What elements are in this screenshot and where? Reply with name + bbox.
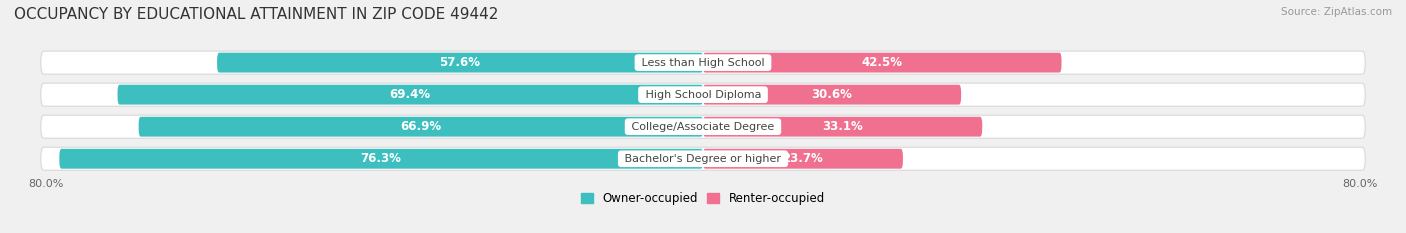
Text: 30.6%: 30.6% bbox=[811, 88, 852, 101]
Text: College/Associate Degree: College/Associate Degree bbox=[628, 122, 778, 132]
Text: 80.0%: 80.0% bbox=[28, 178, 63, 188]
FancyBboxPatch shape bbox=[41, 147, 1365, 170]
Text: Less than High School: Less than High School bbox=[638, 58, 768, 68]
Text: 23.7%: 23.7% bbox=[783, 152, 824, 165]
Legend: Owner-occupied, Renter-occupied: Owner-occupied, Renter-occupied bbox=[576, 187, 830, 210]
Text: 42.5%: 42.5% bbox=[862, 56, 903, 69]
Text: High School Diploma: High School Diploma bbox=[641, 90, 765, 100]
FancyBboxPatch shape bbox=[118, 85, 703, 105]
Text: Source: ZipAtlas.com: Source: ZipAtlas.com bbox=[1281, 7, 1392, 17]
Text: 69.4%: 69.4% bbox=[389, 88, 430, 101]
Text: OCCUPANCY BY EDUCATIONAL ATTAINMENT IN ZIP CODE 49442: OCCUPANCY BY EDUCATIONAL ATTAINMENT IN Z… bbox=[14, 7, 499, 22]
Text: 76.3%: 76.3% bbox=[361, 152, 402, 165]
FancyBboxPatch shape bbox=[41, 51, 1365, 74]
FancyBboxPatch shape bbox=[217, 53, 703, 72]
FancyBboxPatch shape bbox=[703, 117, 983, 137]
FancyBboxPatch shape bbox=[41, 83, 1365, 106]
Text: 80.0%: 80.0% bbox=[1343, 178, 1378, 188]
Text: 33.1%: 33.1% bbox=[823, 120, 863, 133]
FancyBboxPatch shape bbox=[703, 85, 962, 105]
FancyBboxPatch shape bbox=[41, 115, 1365, 138]
Text: 57.6%: 57.6% bbox=[440, 56, 481, 69]
FancyBboxPatch shape bbox=[59, 149, 703, 169]
FancyBboxPatch shape bbox=[703, 149, 903, 169]
FancyBboxPatch shape bbox=[703, 53, 1062, 72]
Text: 66.9%: 66.9% bbox=[401, 120, 441, 133]
FancyBboxPatch shape bbox=[139, 117, 703, 137]
Text: Bachelor's Degree or higher: Bachelor's Degree or higher bbox=[621, 154, 785, 164]
